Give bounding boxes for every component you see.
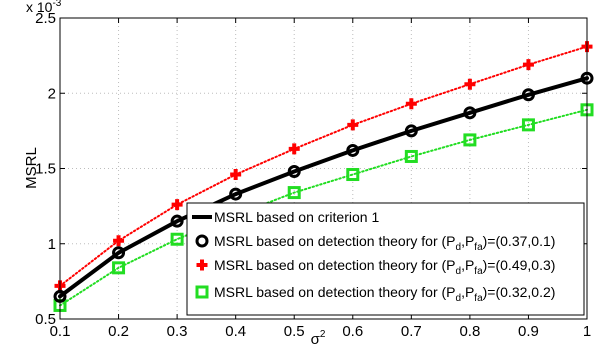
marker-circle [287,165,301,179]
legend-label-detection-1: MSRL based on detection theory for (Pd,P… [214,233,555,253]
legend-box [186,202,585,316]
x-tick-label: 0.5 [284,323,305,340]
legend-label-criterion: MSRL based on criterion 1 [214,209,379,225]
y-tick-label: 2.5 [35,10,56,27]
x-tick-label: 0.3 [167,323,188,340]
x-tick-label: 0.4 [225,323,246,340]
marker-plus [405,98,417,110]
legend-label-detection-3: MSRL based on detection theory for (Pd,P… [214,284,555,304]
y-axis-exponent: x 10-3 [26,0,62,15]
ticks: 0.1 0.2 0.3 0.4 0.5 0.6 0.7 0.8 0.9 1 0.5 1 1.5 2 2.5 [35,10,591,340]
marker-plus [288,143,300,155]
marker-square [346,168,360,182]
x-tick-label: 0.9 [518,323,539,340]
marker-circle [521,88,535,102]
marker-circle [229,187,243,201]
marker-circle [170,214,184,228]
x-tick-label: 0.6 [342,323,363,340]
x-tick-label: 0.2 [108,323,129,340]
marker-circle [112,246,126,260]
marker-circle [346,143,360,157]
y-axis-label: MSRL [23,147,40,189]
marker-square [112,261,126,275]
legend-label-detection-2: MSRL based on detection theory for (Pd,P… [214,257,555,277]
marker-plus [230,169,242,181]
marker-plus [522,59,534,71]
x-axis-label: σ2 [311,329,326,348]
legend: MSRL based on criterion 1 MSRL based on … [186,202,585,316]
legend-marker-square [195,285,209,299]
y-tick-label: 2 [48,85,56,102]
legend-marker-circle [195,234,209,248]
marker-plus [113,235,125,247]
x-tick-label: 0.1 [50,323,71,340]
series-line-2 [59,45,588,287]
marker-square [521,118,535,132]
marker-plus [464,78,476,90]
series-line-0 [58,76,589,299]
marker-square [287,186,301,200]
y-tick-label: 0.5 [35,311,56,328]
x-tick-label: 0.7 [401,323,422,340]
y-tick-label: 1.5 [35,161,56,178]
x-tick-label: 1 [583,323,591,340]
legend-marker-plus [196,259,208,271]
marker-square [463,133,477,147]
x-tick-label: 0.8 [459,323,480,340]
series-line-3 [59,108,588,307]
marker-square [170,232,184,246]
marker-circle [404,124,418,138]
marker-plus [347,119,359,131]
marker-plus [171,199,183,211]
marker-circle [463,106,477,120]
marker-square [404,149,418,163]
y-tick-label: 1 [48,236,56,253]
